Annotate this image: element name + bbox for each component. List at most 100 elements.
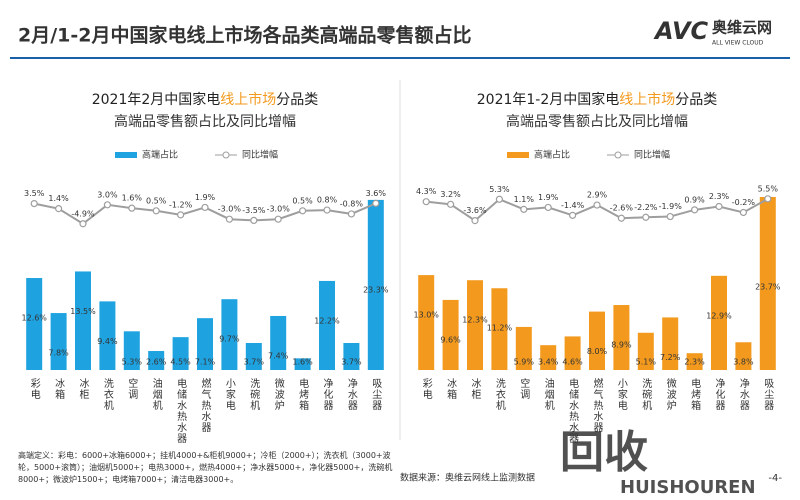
bar (711, 275, 727, 370)
line-marker (201, 203, 209, 212)
line-marker (617, 214, 626, 222)
bar (613, 305, 630, 370)
line-value-label: 3.5% (24, 189, 45, 198)
x-tick-label: 电烤箱 (297, 377, 309, 411)
line-marker (299, 207, 307, 215)
bar-value-label: 1.6% (292, 358, 313, 367)
legend-label: 高端占比 (534, 149, 570, 161)
watermark-sub: HUISHOUREN (620, 477, 756, 498)
bar (75, 271, 91, 370)
line-marker (642, 213, 650, 221)
bar (319, 280, 335, 370)
line-marker (544, 203, 552, 212)
line-value-label: 0.5% (146, 196, 167, 205)
line-value-label: -0.8% (340, 199, 364, 208)
x-tick-label: 电储水热水器 (567, 377, 579, 444)
bar (367, 199, 384, 370)
bar-value-label: 23.7% (755, 282, 781, 291)
x-tick-label: 净水器 (345, 377, 357, 411)
title-part: 线上市场 (220, 91, 276, 108)
line-marker (690, 206, 699, 214)
line-value-label: 2.9% (587, 191, 608, 200)
legend-label: 高端占比 (142, 149, 178, 161)
bar-value-label: 12.3% (462, 316, 488, 325)
x-tick-label: 冰箱 (445, 377, 457, 400)
legend-swatch (507, 152, 529, 158)
bar-value-label: 5.1% (636, 358, 657, 367)
line-value-label: 0.5% (292, 196, 313, 205)
line-value-label: -0.2% (732, 198, 756, 207)
source: 数据来源：奥维云网线上监测数据 (400, 472, 535, 484)
x-tick-label: 小家电 (223, 378, 235, 411)
line-marker (495, 195, 503, 203)
bar-value-label: 7.4% (268, 351, 289, 360)
line-value-label: 1.9% (538, 193, 559, 202)
x-tick-label: 燃气热水器 (591, 377, 603, 433)
line-marker (715, 202, 723, 211)
bar (564, 336, 581, 370)
x-tick-label: 微波炉 (664, 377, 676, 411)
x-tick-label: 彩电 (28, 378, 40, 400)
bar (540, 345, 557, 370)
line-marker (422, 198, 430, 206)
bar (197, 318, 213, 370)
bar (491, 288, 508, 370)
x-tick-label: 洗碗机 (640, 378, 652, 411)
bar (221, 299, 238, 370)
line-marker (568, 211, 577, 219)
bar-value-label: 13.0% (413, 311, 439, 320)
line-value-label: -3.6% (463, 206, 487, 215)
line-marker (347, 210, 355, 218)
x-tick-label: 冰柜 (77, 377, 89, 400)
line-value-label: 3.2% (440, 190, 461, 199)
title-part: 分品类 (276, 92, 318, 108)
bar-value-label: 13.5% (70, 307, 96, 316)
bar-value-label: 3.8% (733, 358, 754, 367)
line-marker (54, 205, 63, 213)
x-tick-label: 冰柜 (469, 377, 481, 400)
line-value-label: -3.0% (267, 205, 291, 214)
x-tick-label: 彩电 (420, 378, 432, 400)
line-value-label: 1.9% (195, 193, 216, 202)
bar-value-label: 3.4% (538, 358, 559, 367)
line-marker (152, 207, 160, 215)
bar (442, 299, 459, 370)
x-tick-label: 净化器 (321, 377, 333, 411)
line-value-label: 4.3% (416, 187, 437, 196)
line-marker (103, 201, 112, 209)
x-tick-label: 吸尘器 (370, 378, 382, 411)
bar-value-label: 4.5% (170, 358, 191, 367)
bar-value-label: 8.0% (587, 347, 608, 356)
bar-value-label: 2.6% (146, 358, 167, 367)
x-tick-label: 洗衣机 (493, 378, 505, 411)
bar-value-label: 23.3% (363, 285, 389, 294)
bar-value-label: 3.7% (244, 358, 265, 367)
line-marker (447, 200, 455, 208)
legend-swatch (115, 152, 137, 158)
x-tick-label: 净水器 (737, 377, 749, 411)
title-part: 2021年2月中国家电 (92, 91, 221, 108)
bar (589, 311, 605, 370)
title-part: 线上市场 (619, 91, 675, 108)
line-marker (593, 201, 601, 209)
bar (26, 278, 43, 370)
line-marker (250, 216, 258, 224)
logo-name: 奥维云网 (712, 19, 772, 37)
x-tick-label: 油烟机 (150, 377, 162, 411)
line-marker (177, 211, 185, 219)
line-value-label: -3.0% (218, 205, 242, 214)
x-tick-label: 电储水热水器 (175, 377, 187, 444)
x-tick-label: 空调 (518, 377, 530, 400)
bar-value-label: 9.4% (97, 337, 118, 346)
chart-title: 2021年1-2月中国家电线上市场分品类 (477, 91, 718, 108)
bar-value-label: 12.9% (706, 311, 732, 320)
line-marker (764, 195, 772, 203)
x-tick-label: 电烤箱 (689, 377, 701, 411)
line-value-label: -3.5% (242, 206, 266, 215)
bar-value-label: 11.2% (487, 324, 513, 333)
bar-value-label: 12.6% (21, 314, 47, 323)
line-value-label: 5.3% (489, 185, 510, 194)
watermark: 回收 (560, 427, 648, 478)
